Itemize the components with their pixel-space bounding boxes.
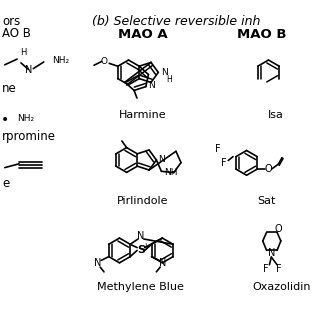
Text: H: H	[166, 75, 172, 84]
Text: N: N	[161, 68, 168, 77]
Text: (b) Selective reversible inh: (b) Selective reversible inh	[92, 15, 260, 28]
Text: NH₂: NH₂	[17, 114, 34, 123]
Text: N: N	[137, 231, 145, 241]
Text: F: F	[221, 158, 226, 168]
Text: MAO B: MAO B	[237, 28, 286, 41]
Text: +: +	[142, 242, 149, 251]
Text: Methylene Blue: Methylene Blue	[98, 282, 184, 292]
Text: O: O	[274, 225, 282, 235]
Text: rpromine: rpromine	[2, 130, 56, 142]
Text: O: O	[101, 57, 108, 66]
Text: Pirlindole: Pirlindole	[117, 196, 169, 206]
Text: S: S	[137, 245, 145, 255]
Text: Oxazolidin: Oxazolidin	[252, 282, 311, 292]
Text: F: F	[263, 264, 268, 274]
Text: N: N	[94, 258, 101, 268]
Text: H: H	[20, 48, 27, 57]
Text: Harmine: Harmine	[119, 110, 167, 121]
Text: N: N	[158, 156, 165, 164]
Text: N: N	[148, 81, 155, 90]
Text: F: F	[215, 144, 221, 154]
Text: Sat: Sat	[257, 196, 276, 206]
Text: AO B: AO B	[2, 27, 31, 40]
Text: •: •	[1, 113, 9, 127]
Text: N: N	[25, 65, 32, 75]
Text: NH₂: NH₂	[52, 57, 69, 66]
Text: e: e	[2, 177, 9, 190]
Text: ne: ne	[2, 82, 17, 95]
Text: N: N	[268, 248, 275, 258]
Text: MAO A: MAO A	[118, 28, 168, 41]
Text: Isa: Isa	[268, 110, 284, 121]
Text: N: N	[159, 258, 167, 268]
Text: F: F	[276, 264, 282, 274]
Text: ors: ors	[2, 15, 20, 28]
Text: NH: NH	[164, 168, 178, 177]
Text: O: O	[265, 164, 273, 174]
